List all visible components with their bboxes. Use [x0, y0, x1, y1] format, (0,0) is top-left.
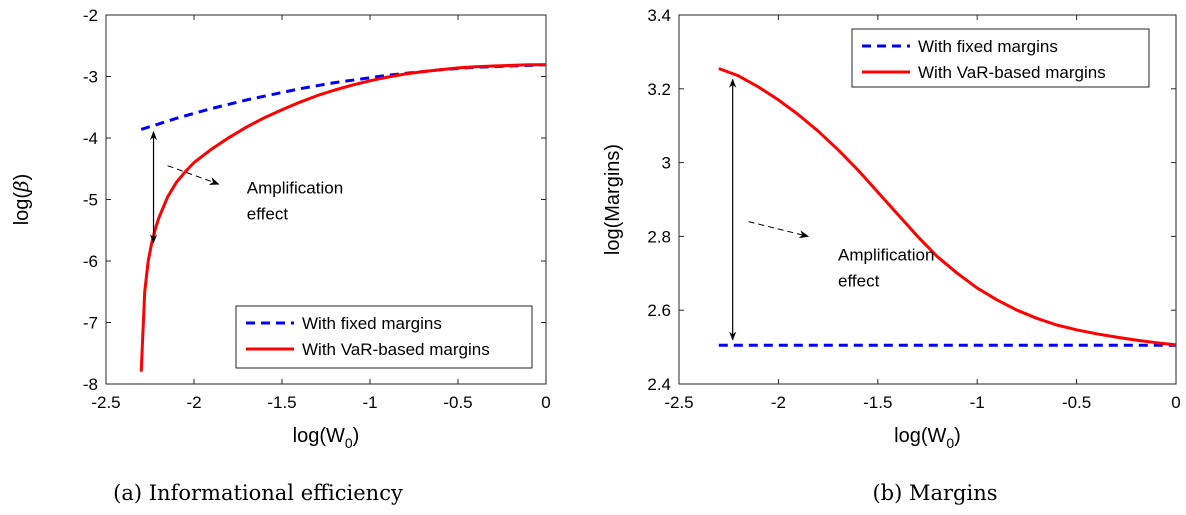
x-axis-label-main: log(W [894, 425, 946, 447]
x-tick-label: -0.5 [1062, 393, 1091, 412]
x-axis-label-subscript: 0 [345, 435, 353, 451]
axes-box [678, 14, 1177, 385]
x-tick-label: -2.5 [664, 393, 693, 412]
x-tick-label: -2.5 [91, 393, 120, 412]
legend-label-var-based-margins: With VaR-based margins [302, 340, 490, 359]
x-tick-label: 0 [1171, 393, 1180, 412]
x-tick-label: -1.5 [863, 393, 892, 412]
annotation-text-line2: effect [838, 271, 880, 290]
series-line-fixed-margins [140, 63, 547, 131]
panel-informational-efficiency: -2.5 -2 -1.5 -1 -0.5 0-8-7-6-5-4-3-2log(W0)lo… [9, 6, 551, 505]
series-line-var-based-margins [139, 63, 546, 372]
legend: With fixed margins With VaR-based margins [851, 28, 1150, 88]
y-axis-label: log(β) [9, 174, 33, 226]
panel-margins: -2.5 -2 -1.5 -1 -0.5 02.42.62.833.23.4log(W0)… [602, 6, 1181, 505]
x-tick-label: -0.5 [443, 393, 472, 412]
x-axis-label-close: ) [954, 425, 961, 447]
y-tick-label: -5 [83, 191, 98, 210]
y-tick-label: -4 [83, 129, 98, 148]
y-tick-label: -3 [83, 68, 98, 87]
x-tick-label: -2 [186, 393, 201, 412]
x-tick-label: 0 [541, 393, 550, 412]
legend-label-fixed-margins: With fixed margins [918, 37, 1058, 56]
x-axis-label: log(W0) [894, 425, 961, 451]
x-axis-label-close: ) [353, 425, 360, 447]
y-axis-label-close: ) [11, 174, 33, 181]
x-axis-label: log(W0) [293, 425, 360, 451]
amplification-dashed-arrow [748, 221, 810, 239]
x-tick-label: -1 [362, 393, 377, 412]
legend-box [851, 28, 1150, 88]
y-tick-label: -2 [83, 6, 98, 25]
y-tick-label: -6 [83, 252, 98, 271]
figure-caption: (a) Informational efficiency [113, 481, 403, 505]
legend-label-fixed-margins: With fixed margins [302, 314, 442, 333]
y-tick-label: 2.6 [647, 301, 671, 320]
y-tick-label: 2.8 [647, 227, 671, 246]
y-tick-label: 3.2 [647, 80, 671, 99]
y-tick-label: -7 [83, 314, 98, 333]
x-tick-label: -1.5 [267, 393, 296, 412]
y-axis-label-greek: β [9, 180, 33, 193]
series-line-var-based-margins [718, 67, 1177, 347]
annotation-text-line2: effect [247, 204, 289, 223]
annotation-text-line1: Amplification [838, 245, 934, 264]
x-axis-label-subscript: 0 [946, 435, 954, 451]
legend-label-var-based-margins: With VaR-based margins [918, 63, 1106, 82]
y-tick-label: 3.4 [647, 6, 671, 25]
figure-caption: (b) Margins [872, 481, 997, 505]
legend: With fixed margins With VaR-based margins [235, 305, 533, 369]
x-tick-label: -1 [970, 393, 985, 412]
legend-box [235, 305, 533, 369]
y-tick-label: 3 [662, 154, 671, 173]
annotation-text-line1: Amplification [247, 178, 343, 197]
x-axis-label-main: log(W [293, 425, 345, 447]
y-axis-label: log(Margins) [602, 144, 624, 255]
amplification-dashed-arrow [167, 165, 220, 185]
y-tick-label: -8 [83, 375, 98, 394]
y-tick-label: 2.4 [647, 375, 671, 394]
x-tick-label: -2 [771, 393, 786, 412]
y-axis-label-main: log( [11, 192, 33, 226]
